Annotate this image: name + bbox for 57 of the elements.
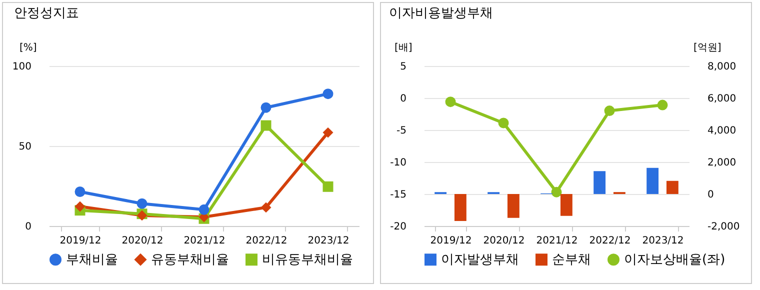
y2-tick-label: 4,000 (708, 126, 736, 136)
x-tick-label: 2020/12 (483, 236, 525, 246)
point (74, 186, 86, 197)
point (74, 201, 86, 212)
y-tick-label: 5 (400, 62, 406, 72)
y-tick-label: 0 (25, 222, 32, 232)
point (260, 120, 272, 131)
point (604, 106, 615, 116)
chart-title: 이자비용발생부채 (389, 6, 493, 21)
x-tick-label: 2021/12 (184, 236, 226, 246)
x-tick-label: 2020/12 (122, 236, 164, 246)
x-tick-label: 2021/12 (536, 236, 578, 246)
point (260, 202, 272, 213)
x-tick-label: 2023/12 (308, 236, 350, 246)
legend-label: 비유동부채비율 (262, 252, 353, 268)
y-tick-label: -20 (390, 222, 406, 232)
bar (646, 168, 659, 194)
point (498, 118, 509, 128)
y2-tick-label: -2,000 (708, 222, 740, 232)
y-tick-label: 100 (12, 62, 32, 72)
point (322, 127, 334, 138)
y-tick-label: -5 (396, 126, 406, 136)
point (322, 181, 334, 192)
y-tick-label: -15 (390, 190, 406, 200)
legend-label: 순부채 (552, 252, 591, 268)
y-tick-label: -10 (390, 158, 406, 168)
x-tick-label: 2022/12 (589, 236, 631, 246)
y-axis-title: [배] (394, 42, 412, 54)
y2-tick-label: 6,000 (708, 94, 736, 104)
y2-tick-label: 2,000 (708, 158, 736, 168)
bar (666, 180, 678, 194)
legend-label: 이자보상배율(좌) (624, 252, 726, 268)
x-tick-label: 2023/12 (642, 236, 684, 246)
y2-tick-label: 8,000 (708, 62, 736, 72)
y-axis-title: [%] (20, 42, 37, 54)
point (260, 102, 272, 113)
point (551, 186, 562, 198)
x-tick-label: 2022/12 (246, 236, 288, 246)
y2-axis-title: [억원] (694, 42, 722, 54)
point (136, 198, 148, 209)
x-tick-label: 2019/12 (60, 236, 102, 246)
point (322, 88, 334, 100)
y2-tick-label: 0 (708, 190, 714, 200)
point (445, 96, 456, 108)
legend-label: 부채비율 (66, 252, 118, 268)
y-tick-label: 0 (400, 94, 406, 104)
point (657, 100, 668, 110)
y-tick-label: 50 (18, 142, 32, 152)
bar (594, 171, 606, 194)
point (198, 204, 210, 215)
legend-label: 이자발생부채 (441, 252, 519, 268)
bar (560, 194, 572, 216)
bar (507, 194, 520, 218)
legend-label: 유동부채비율 (151, 252, 229, 268)
x-tick-label: 2019/12 (430, 236, 472, 246)
chart-title: 안정성지표 (14, 6, 79, 21)
bar (454, 194, 466, 222)
